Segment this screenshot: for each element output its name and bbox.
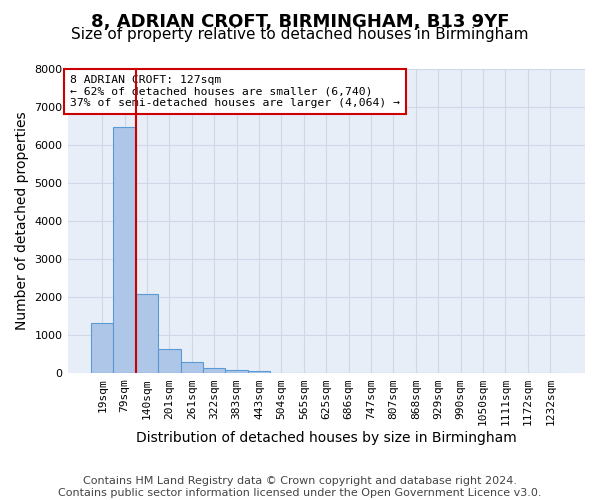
Text: 8, ADRIAN CROFT, BIRMINGHAM, B13 9YF: 8, ADRIAN CROFT, BIRMINGHAM, B13 9YF (91, 12, 509, 30)
Bar (158, 350, 181, 374)
Bar (181, 362, 203, 374)
Bar (91, 323, 113, 374)
Bar (136, 294, 158, 374)
Text: Size of property relative to detached houses in Birmingham: Size of property relative to detached ho… (71, 28, 529, 42)
Text: 8 ADRIAN CROFT: 127sqm
← 62% of detached houses are smaller (6,740)
37% of semi-: 8 ADRIAN CROFT: 127sqm ← 62% of detached… (70, 75, 400, 108)
Bar (248, 371, 270, 374)
Bar (113, 127, 136, 374)
Bar (226, 370, 248, 374)
Y-axis label: Number of detached properties: Number of detached properties (15, 112, 29, 330)
X-axis label: Distribution of detached houses by size in Birmingham: Distribution of detached houses by size … (136, 431, 517, 445)
Text: Contains HM Land Registry data © Crown copyright and database right 2024.
Contai: Contains HM Land Registry data © Crown c… (58, 476, 542, 498)
Bar (203, 368, 226, 374)
